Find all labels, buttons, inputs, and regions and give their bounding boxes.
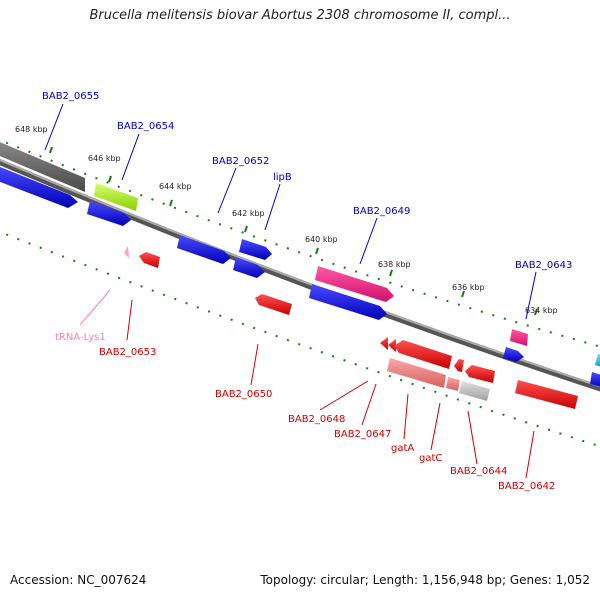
forward-genes [0, 140, 600, 388]
gene-arrow-blue-0643b[interactable] [503, 347, 524, 362]
gene-label-trna-lys1[interactable]: tRNA-Lys1 [55, 332, 106, 343]
gene-arrow-bab2-0642[interactable] [515, 380, 578, 409]
gene-arrow-bab2-0647[interactable] [388, 339, 396, 352]
gene-label-lipb[interactable]: lipB [273, 172, 292, 183]
forward-tick-track [0, 138, 600, 348]
gene-label-bab2-0650[interactable]: BAB2_0650 [215, 389, 272, 400]
gene-arrow-blue-0649b[interactable] [309, 284, 387, 320]
ruler-tick [108, 175, 112, 183]
gene-arrow-cyan-edge[interactable] [595, 354, 600, 368]
gene-arrow-salmon[interactable] [387, 358, 446, 388]
gene-arrow-blue-lipb2[interactable] [233, 257, 265, 278]
gene-arrow-bab2-0652[interactable] [177, 235, 231, 264]
ruler-label-648: 648 kbp [15, 125, 48, 134]
gene-arrow-gata[interactable] [394, 340, 452, 369]
gene-arrow-bab2-0654[interactable] [94, 183, 138, 211]
ruler-label-638: 638 kbp [378, 260, 411, 269]
gene-arrow-salmon-small[interactable] [446, 377, 460, 391]
ruler-tick [534, 308, 538, 316]
gene-label-bab2-0652[interactable]: BAB2_0652 [212, 156, 269, 167]
gene-arrow-bab2-0644[interactable] [465, 365, 495, 383]
ruler: 648 kbp 646 kbp 644 kbp 642 kbp 640 kbp … [15, 125, 558, 316]
gene-label-bab2-0648[interactable]: BAB2_0648 [288, 414, 345, 425]
ruler-label-642: 642 kbp [232, 209, 265, 218]
ruler-tick [461, 290, 465, 298]
ruler-tick [49, 146, 53, 154]
ruler-tick [389, 269, 393, 277]
topology-text: Topology: circular; Length: 1,156,948 bp… [260, 573, 590, 587]
gene-arrow-bab2-0643[interactable] [510, 329, 528, 346]
gene-arrow-bab2-0649[interactable] [315, 266, 394, 302]
ruler-tick [315, 247, 319, 255]
gene-arrow-blue-0654b[interactable] [87, 201, 131, 226]
gene-arrow-bab2-0650[interactable] [255, 294, 292, 315]
reverse-genes [124, 246, 578, 409]
gene-label-bab2-0644[interactable]: BAB2_0644 [450, 466, 507, 477]
map-title: Brucella melitensis biovar Abortus 2308 … [89, 8, 511, 23]
gene-arrow-lipb[interactable] [239, 239, 272, 260]
ruler-label-640: 640 kbp [305, 235, 338, 244]
gene-arrow-trna-lys1[interactable] [124, 246, 129, 258]
gene-label-bab2-0643[interactable]: BAB2_0643 [515, 260, 572, 271]
gene-label-bab2-0642[interactable]: BAB2_0642 [498, 481, 555, 492]
accession-text: Accession: NC_007624 [10, 573, 147, 587]
gene-arrow-blue-outer[interactable] [0, 165, 78, 208]
ruler-tick [169, 199, 173, 207]
gene-arrow-bab2-0648[interactable] [380, 337, 388, 350]
ruler-label-634: 634 kbp [525, 306, 558, 315]
ruler-label-636: 636 kbp [452, 283, 485, 292]
gene-label-bab2-0649[interactable]: BAB2_0649 [353, 206, 410, 217]
gene-label-bab2-0655[interactable]: BAB2_0655 [42, 91, 99, 102]
ruler-label-646: 646 kbp [88, 154, 121, 163]
gene-label-gata[interactable]: gatA [391, 443, 414, 454]
gene-arrow-gatc[interactable] [454, 359, 464, 372]
label-leaders [44, 103, 537, 479]
gene-label-bab2-0647[interactable]: BAB2_0647 [334, 429, 391, 440]
gene-label-bab2-0654[interactable]: BAB2_0654 [117, 121, 174, 132]
ruler-tick [244, 225, 248, 233]
gene-arrow-bab2-0653[interactable] [139, 252, 160, 268]
ruler-label-644: 644 kbp [159, 182, 192, 191]
gene-labels: BAB2_0655 BAB2_0654 BAB2_0652 lipB BAB2_… [42, 91, 572, 492]
gene-arrow-blue-edge[interactable] [590, 372, 600, 388]
gene-label-gatc[interactable]: gatC [419, 453, 442, 464]
reverse-tick-track [0, 230, 600, 448]
gene-arrow-lightgray[interactable] [459, 381, 490, 401]
gene-arrow-bab2-0655[interactable] [0, 140, 85, 192]
gene-label-bab2-0653[interactable]: BAB2_0653 [99, 347, 156, 358]
